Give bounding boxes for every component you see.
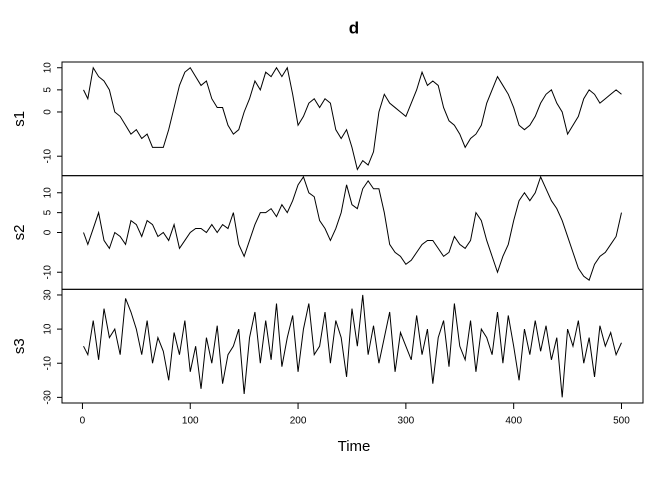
series-line bbox=[83, 66, 622, 171]
x-tick-label: 300 bbox=[398, 416, 415, 427]
y-axis-label: s2 bbox=[11, 225, 28, 241]
y-axis-label: s1 bbox=[11, 111, 28, 127]
y-tick-label: -30 bbox=[43, 390, 54, 405]
panel-frame bbox=[61, 175, 644, 290]
x-tick-label: 500 bbox=[613, 416, 630, 427]
x-tick-label: 100 bbox=[182, 416, 199, 427]
y-tick-label: -10 bbox=[43, 149, 54, 164]
chart-title: d bbox=[349, 18, 359, 37]
y-tick-label: -10 bbox=[43, 265, 54, 280]
series-line bbox=[83, 175, 622, 281]
y-tick-label: 0 bbox=[43, 229, 54, 235]
y-axis-label: s3 bbox=[11, 338, 28, 354]
y-tick-label: 5 bbox=[43, 209, 54, 215]
y-tick-label: -10 bbox=[43, 356, 54, 371]
y-tick-label: 30 bbox=[43, 289, 54, 301]
x-tick-label: 0 bbox=[80, 416, 86, 427]
y-tick-label: 10 bbox=[43, 187, 54, 199]
series-line bbox=[83, 294, 622, 398]
x-axis-label: Time bbox=[338, 438, 371, 455]
panel-frame bbox=[61, 288, 644, 404]
y-tick-label: 5 bbox=[43, 87, 54, 93]
x-tick-label: 400 bbox=[505, 416, 522, 427]
x-tick-label: 200 bbox=[290, 416, 307, 427]
y-tick-label: 10 bbox=[43, 62, 54, 74]
panel-frame bbox=[61, 61, 644, 177]
y-tick-label: 0 bbox=[43, 109, 54, 115]
y-tick-label: 10 bbox=[43, 323, 54, 335]
